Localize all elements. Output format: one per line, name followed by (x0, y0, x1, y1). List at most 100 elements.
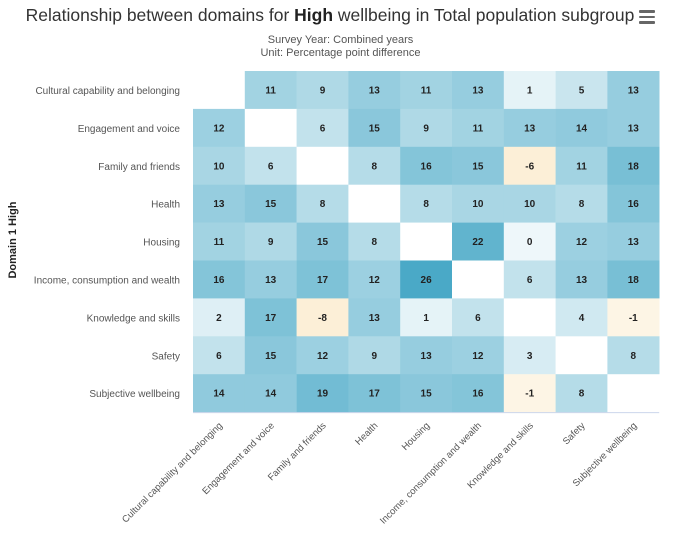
heatmap-cell[interactable] (244, 222, 297, 261)
heatmap-cell[interactable] (400, 108, 453, 148)
heatmap-cell[interactable] (244, 260, 297, 299)
heatmap-cell[interactable] (348, 336, 401, 375)
cell-data-label: -8 (318, 313, 327, 324)
cell-data-label: 12 (472, 351, 484, 362)
heatmap-cell[interactable] (400, 71, 453, 110)
heatmap-cell[interactable] (193, 260, 246, 299)
heatmap-cell[interactable] (452, 222, 505, 261)
heatmap-cell[interactable] (607, 336, 660, 375)
heatmap-cell[interactable] (607, 222, 660, 261)
heatmap-cell[interactable] (193, 71, 246, 110)
heatmap-cell[interactable] (296, 146, 349, 185)
cell-data-label: 18 (628, 275, 640, 286)
cell-data-label: 17 (317, 275, 329, 286)
heatmap-cell[interactable] (555, 260, 608, 299)
heatmap-cell[interactable] (400, 336, 453, 375)
heatmap-cell[interactable] (607, 71, 660, 110)
heatmap-cell[interactable] (555, 71, 608, 110)
heatmap-cell[interactable] (607, 298, 660, 337)
cell-data-label: 8 (579, 389, 585, 400)
heatmap-cell[interactable] (503, 260, 556, 299)
y-tick-label: Engagement and voice (78, 124, 181, 135)
heatmap-cell[interactable] (452, 298, 505, 337)
heatmap-cell[interactable] (555, 336, 608, 375)
cell-data-label: 8 (372, 161, 378, 172)
heatmap-cell[interactable] (607, 108, 660, 148)
cell-data-label: 17 (369, 389, 381, 400)
heatmap-cell[interactable] (296, 184, 349, 223)
cell-data-label: 13 (576, 275, 588, 286)
heatmap-cell[interactable] (555, 108, 608, 148)
heatmap-cell[interactable] (555, 146, 608, 185)
heatmap-cell[interactable] (193, 222, 246, 261)
heatmap-cell[interactable] (503, 184, 556, 223)
heatmap-cell[interactable] (400, 184, 453, 223)
heatmap-cell[interactable] (555, 374, 608, 413)
heatmap-cell[interactable] (244, 184, 297, 223)
heatmap-cell[interactable] (503, 374, 556, 413)
cell-data-label: 18 (628, 161, 640, 172)
heatmap-cell[interactable] (400, 146, 453, 185)
heatmap-cell[interactable] (400, 222, 453, 261)
heatmap-cell[interactable] (348, 108, 401, 148)
heatmap-cell[interactable] (244, 146, 297, 185)
heatmap-cell[interactable] (244, 374, 297, 413)
x-tick-label: Family and friends (266, 420, 329, 483)
heatmap-cell[interactable] (607, 374, 660, 413)
heatmap-cell[interactable] (296, 374, 349, 413)
heatmap-cell[interactable] (607, 260, 660, 299)
heatmap-cell[interactable] (296, 71, 349, 110)
heatmap-cell[interactable] (607, 184, 660, 223)
y-tick-label: Housing (143, 238, 180, 249)
cell-data-label: 13 (369, 85, 381, 96)
heatmap-cell[interactable] (348, 222, 401, 261)
heatmap-cell[interactable] (400, 298, 453, 337)
hamburger-menu-icon[interactable] (639, 10, 655, 24)
heatmap-cell[interactable] (503, 336, 556, 375)
heatmap-cell[interactable] (193, 184, 246, 223)
heatmap-cell[interactable] (296, 298, 349, 337)
cell-data-label: 3 (527, 351, 533, 362)
heatmap-cell[interactable] (348, 260, 401, 299)
cell-data-label: 6 (268, 161, 274, 172)
heatmap-cell[interactable] (244, 108, 297, 148)
heatmap-cell[interactable] (503, 222, 556, 261)
heatmap-cell[interactable] (452, 374, 505, 413)
heatmap-cell[interactable] (296, 260, 349, 299)
heatmap-cell[interactable] (503, 108, 556, 148)
heatmap-cell[interactable] (296, 222, 349, 261)
heatmap-cell[interactable] (607, 146, 660, 185)
heatmap-cell[interactable] (244, 336, 297, 375)
x-tick-label: Safety (561, 420, 588, 447)
heatmap-cell[interactable] (296, 108, 349, 148)
heatmap-cell[interactable] (193, 336, 246, 375)
heatmap-cell[interactable] (348, 374, 401, 413)
heatmap-cell[interactable] (503, 146, 556, 185)
heatmap-cell[interactable] (452, 336, 505, 375)
heatmap-cell[interactable] (452, 146, 505, 185)
heatmap-cell[interactable] (555, 298, 608, 337)
heatmap-cell[interactable] (193, 146, 246, 185)
heatmap-cell[interactable] (348, 298, 401, 337)
heatmap-cell[interactable] (452, 184, 505, 223)
heatmap-cell[interactable] (400, 374, 453, 413)
cell-data-label: 1 (423, 313, 429, 324)
heatmap-cell[interactable] (244, 71, 297, 110)
heatmap-cell[interactable] (503, 298, 556, 337)
heatmap-cell[interactable] (452, 108, 505, 148)
heatmap-cell[interactable] (296, 336, 349, 375)
heatmap-cell[interactable] (348, 184, 401, 223)
heatmap-cell[interactable] (193, 108, 246, 148)
heatmap-cell[interactable] (348, 146, 401, 185)
heatmap-cell[interactable] (452, 71, 505, 110)
heatmap-cell[interactable] (348, 71, 401, 110)
heatmap-cell[interactable] (503, 71, 556, 110)
heatmap-cell[interactable] (400, 260, 453, 299)
heatmap-cell[interactable] (452, 260, 505, 299)
heatmap-cell[interactable] (193, 298, 246, 337)
cell-data-label: 13 (472, 85, 484, 96)
heatmap-cell[interactable] (244, 298, 297, 337)
heatmap-cell[interactable] (555, 184, 608, 223)
heatmap-cell[interactable] (555, 222, 608, 261)
heatmap-cell[interactable] (193, 374, 246, 413)
